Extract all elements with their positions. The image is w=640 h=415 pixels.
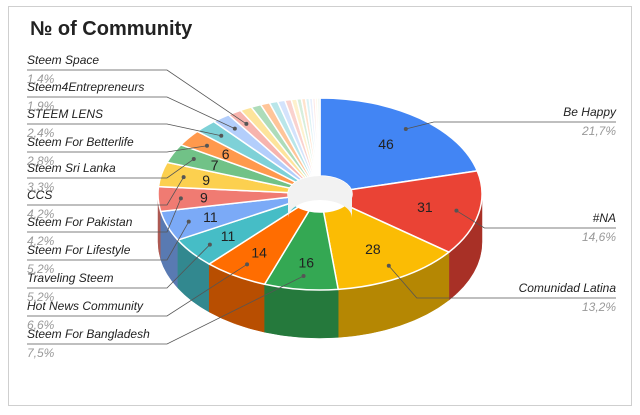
callout-percent: 4,2% xyxy=(27,207,55,221)
callout-leader xyxy=(27,123,222,137)
callout-percent: 4,2% xyxy=(27,234,55,248)
donut-hole-wall xyxy=(288,176,352,218)
callout-label: #NA xyxy=(593,211,616,225)
slice-value-label: 31 xyxy=(417,199,433,215)
callout-percent: 6,6% xyxy=(27,318,55,332)
callout-label: Traveling Steem xyxy=(27,271,113,285)
callout-dot xyxy=(186,219,191,224)
slice-value-label: 16 xyxy=(298,254,314,270)
callout-label: Steem Sri Lanka xyxy=(27,161,116,175)
callout-label: Steem For Lifestyle xyxy=(27,243,131,257)
callout-leader xyxy=(27,96,235,130)
slice-comunidad-latina xyxy=(322,204,451,291)
callout-label: CCS xyxy=(27,188,52,202)
callout-leader xyxy=(27,221,190,261)
callout-percent: 13,2% xyxy=(582,300,616,314)
callout-label: Be Happy xyxy=(563,105,617,119)
callout-label: Steem For Bangladesh xyxy=(27,327,150,341)
chart-title: № of Community xyxy=(30,18,193,40)
callout-leader xyxy=(27,176,184,206)
callout-label: Steem Space xyxy=(27,53,99,67)
callout-label: Hot News Community xyxy=(27,299,144,313)
slice-value-label: 7 xyxy=(211,157,219,173)
callout-leader xyxy=(27,275,304,345)
callout-dot xyxy=(454,208,459,213)
callout-percent: 5,2% xyxy=(27,290,55,304)
callout-percent: 5,2% xyxy=(27,262,55,276)
callout-label: Steem4Entrepreneurs xyxy=(27,80,144,94)
callout-dot xyxy=(386,263,391,268)
callout-dot xyxy=(181,175,186,180)
slice-value-label: 46 xyxy=(378,136,394,152)
callout-dot xyxy=(244,121,249,126)
callout-dot xyxy=(219,133,224,138)
callout-percent: 14,6% xyxy=(582,230,616,244)
chart-frame xyxy=(8,6,632,406)
callout-dot xyxy=(191,157,196,162)
callout-leader xyxy=(27,145,208,153)
callout-dot xyxy=(232,126,237,131)
callout-percent: 1,9% xyxy=(27,99,55,113)
callout-percent: 7,5% xyxy=(27,346,55,360)
callout-leader xyxy=(27,264,248,317)
slice-value-label: 28 xyxy=(365,241,381,257)
callout-leader xyxy=(388,265,616,299)
slice-value-label: 14 xyxy=(251,245,267,261)
slice-value-label: 9 xyxy=(202,172,210,188)
callout-dot xyxy=(178,196,183,201)
slice-side xyxy=(264,283,339,339)
slice-value-label: 9 xyxy=(200,190,208,206)
callout-percent: 2,8% xyxy=(26,154,55,168)
callout-leader xyxy=(27,158,195,179)
callout-leader xyxy=(27,198,182,233)
callout-label: Comunidad Latina xyxy=(519,281,617,295)
callout-label: STEEM LENS xyxy=(27,107,103,121)
callout-leader xyxy=(27,244,211,289)
callout-percent: 3,3% xyxy=(27,180,55,194)
callout-dot xyxy=(301,273,306,278)
slice-value-label: 11 xyxy=(221,228,236,244)
callout-leader xyxy=(27,69,247,125)
callout-leader xyxy=(405,121,616,130)
callout-leader xyxy=(456,210,616,229)
callout-label: Steem For Pakistan xyxy=(27,215,133,229)
callout-percent: 21,7% xyxy=(581,124,616,138)
callout-dot xyxy=(207,242,212,247)
callout-dot xyxy=(403,126,408,131)
callout-dot xyxy=(204,143,209,148)
callout-dot xyxy=(245,262,250,267)
slice-value-label: 6 xyxy=(222,146,230,162)
callout-percent: 2,4% xyxy=(26,126,55,140)
callout-label: Steem For Betterlife xyxy=(27,135,134,149)
callout-percent: 1,4% xyxy=(27,72,55,86)
slice-value-label: 11 xyxy=(203,209,218,225)
